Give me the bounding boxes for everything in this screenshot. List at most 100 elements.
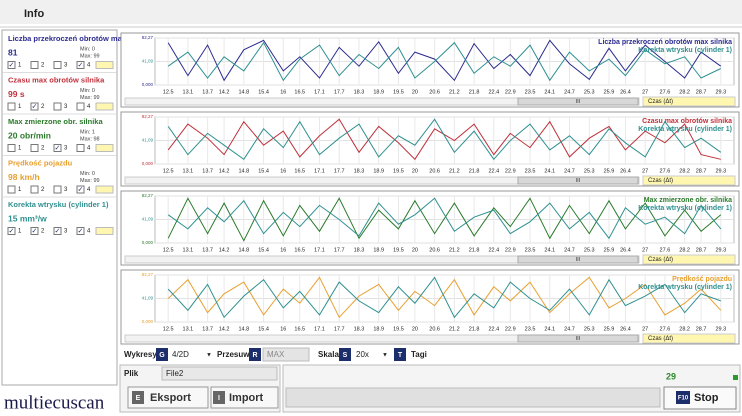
color-dropdown[interactable] <box>95 227 114 235</box>
x-tick-label: 17.1 <box>314 247 325 253</box>
checkbox-label: 4 <box>87 229 91 235</box>
x-tick-label: 13.1 <box>183 168 194 174</box>
checkbox[interactable] <box>7 144 16 152</box>
time-selector[interactable] <box>642 254 736 265</box>
scrollbar[interactable] <box>124 334 640 343</box>
checkbox-label: 3 <box>64 146 68 152</box>
scrollbar-thumb[interactable] <box>517 255 639 264</box>
button[interactable] <box>127 386 209 409</box>
check-mark[interactable]: ✓ <box>55 228 61 235</box>
button-label[interactable]: Stop <box>694 392 719 404</box>
scrollbar-grip[interactable]: III <box>576 336 580 342</box>
legend-entry: Max zmierzone obr. silnika <box>644 197 732 204</box>
x-tick-label: 17.7 <box>334 168 345 174</box>
checkbox[interactable] <box>7 185 16 194</box>
button-label[interactable]: Import <box>229 392 264 404</box>
check-mark[interactable]: ✓ <box>9 62 15 69</box>
check-mark[interactable]: ✓ <box>9 228 15 235</box>
file-select[interactable] <box>161 366 278 381</box>
toolbar-value[interactable]: MAX <box>267 350 285 359</box>
checkbox[interactable] <box>53 185 62 194</box>
checkbox[interactable] <box>30 185 39 194</box>
scrollbar[interactable] <box>124 97 640 106</box>
scrollbar-grip[interactable]: III <box>576 257 580 263</box>
file-value[interactable]: File2 <box>166 369 184 378</box>
checkbox[interactable] <box>76 185 85 194</box>
parameter-name: Liczba przekroczeń obrotów max <box>8 34 127 43</box>
color-dropdown[interactable] <box>95 102 114 111</box>
checkbox[interactable] <box>30 144 39 152</box>
check-mark[interactable]: ✓ <box>55 145 61 152</box>
x-tick-label: 27 <box>642 89 648 95</box>
x-tick-label: 14.2 <box>219 326 230 332</box>
time-selector[interactable] <box>642 333 736 344</box>
x-tick-label: 13.1 <box>183 247 194 253</box>
color-dropdown[interactable] <box>95 185 114 194</box>
scrollbar-grip[interactable]: III <box>576 99 580 105</box>
scrollbar-thumb[interactable] <box>517 97 639 106</box>
x-tick-label: 22.4 <box>488 247 499 253</box>
checkbox[interactable] <box>30 227 39 235</box>
status-indicator <box>733 375 738 380</box>
stop-button[interactable]: F10 Stop <box>663 386 737 410</box>
x-tick-label: 28.7 <box>696 168 707 174</box>
key-badge <box>213 391 225 404</box>
toolbar-value[interactable]: 4/2D <box>172 350 189 359</box>
x-tick-label: 14.2 <box>219 168 230 174</box>
x-tick-label: 21.2 <box>449 247 460 253</box>
toolbar-value[interactable]: 20x <box>356 350 369 359</box>
checkbox[interactable] <box>76 61 85 69</box>
checkbox[interactable] <box>30 102 39 111</box>
checkbox[interactable] <box>76 102 85 111</box>
color-dropdown[interactable] <box>95 61 114 69</box>
time-selector[interactable] <box>642 96 736 107</box>
check-mark[interactable]: ✓ <box>32 103 38 110</box>
time-label[interactable]: Czas (Δt) <box>648 178 673 184</box>
check-mark[interactable]: ✓ <box>78 228 84 235</box>
checkbox[interactable] <box>30 61 39 69</box>
scrollbar-grip[interactable]: III <box>576 178 580 184</box>
checkbox[interactable] <box>53 102 62 111</box>
import-button[interactable]: I Import <box>210 386 279 409</box>
scrollbar[interactable] <box>124 176 640 185</box>
check-mark[interactable]: ✓ <box>32 228 38 235</box>
toolbar-label[interactable]: Tagi <box>411 350 427 359</box>
checkbox[interactable] <box>53 227 62 235</box>
scrollbar-thumb[interactable] <box>517 334 639 343</box>
x-tick-label: 17.7 <box>334 326 345 332</box>
value-box[interactable] <box>262 347 310 362</box>
scrollbar[interactable] <box>124 255 640 264</box>
key-letter: T <box>398 352 403 359</box>
x-tick-label: 16 <box>280 247 286 253</box>
dropdown-arrow[interactable]: ▼ <box>206 353 212 359</box>
y-tick-label: 41,09 <box>142 138 154 143</box>
scrollbar-thumb[interactable] <box>517 176 639 185</box>
time-label[interactable]: Czas (Δt) <box>648 99 673 105</box>
checkbox[interactable] <box>76 227 85 235</box>
key-badge <box>132 391 144 404</box>
checkbox[interactable] <box>7 61 16 69</box>
dropdown-arrow[interactable]: ▼ <box>382 353 388 359</box>
x-tick-label: 21.2 <box>449 168 460 174</box>
button[interactable] <box>210 386 279 409</box>
check-mark[interactable]: ✓ <box>78 186 84 193</box>
time-label[interactable]: Czas (Δt) <box>648 257 673 263</box>
button-label[interactable]: Eksport <box>150 392 191 404</box>
parameter-value: 98 km/h <box>8 172 40 182</box>
checkbox[interactable] <box>76 144 85 152</box>
color-dropdown[interactable] <box>95 144 114 152</box>
x-tick-label: 24.7 <box>564 168 575 174</box>
checkbox[interactable] <box>53 61 62 69</box>
checkbox[interactable] <box>7 102 16 111</box>
checkbox[interactable] <box>53 144 62 152</box>
checkbox[interactable] <box>7 227 16 235</box>
export-button[interactable]: E Eksport <box>127 386 209 409</box>
x-tick-label: 28.7 <box>696 247 707 253</box>
x-tick-label: 14.8 <box>238 326 249 332</box>
x-tick-label: 25.3 <box>584 247 595 253</box>
x-tick-label: 15.4 <box>258 326 269 332</box>
x-tick-label: 15.4 <box>258 168 269 174</box>
check-mark[interactable]: ✓ <box>78 62 84 69</box>
time-selector[interactable] <box>642 175 736 186</box>
time-label[interactable]: Czas (Δt) <box>648 336 673 342</box>
